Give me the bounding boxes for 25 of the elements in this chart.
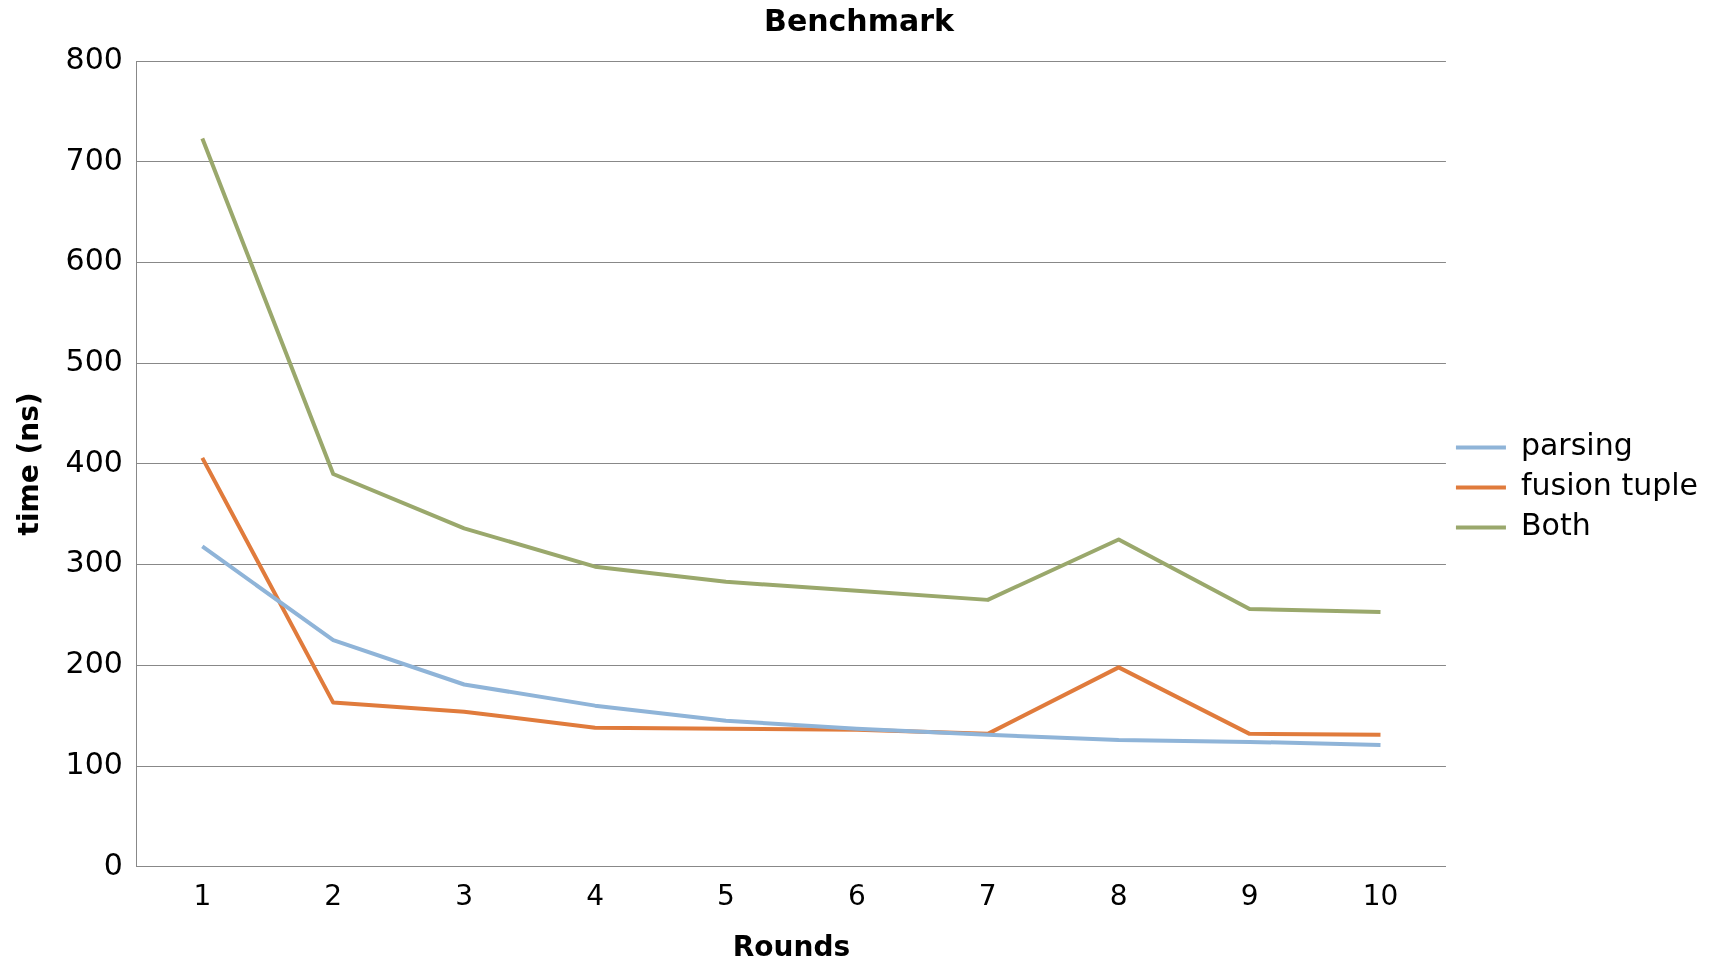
- y-tick-label: 0: [103, 846, 123, 882]
- x-tick-label: 7: [978, 878, 997, 912]
- x-tick-label: 10: [1362, 878, 1399, 912]
- y-tick-label: 500: [65, 342, 123, 378]
- y-tick-label: 100: [65, 745, 123, 781]
- y-tick-label: 300: [65, 544, 123, 580]
- legend-label: Both: [1520, 507, 1591, 543]
- y-tick-label: 700: [65, 141, 123, 177]
- y-tick-label: 800: [65, 40, 123, 76]
- y-tick-label: 200: [65, 645, 123, 681]
- y-axis-title: time (ns): [12, 392, 46, 536]
- y-tick-label: 600: [65, 242, 123, 278]
- legend-label: parsing: [1520, 427, 1633, 463]
- y-tick-label: 400: [65, 443, 123, 479]
- x-tick-label: 5: [717, 878, 735, 912]
- x-tick-label: 4: [586, 878, 604, 912]
- x-axis-title: Rounds: [732, 930, 851, 964]
- x-tick-label: 3: [455, 878, 474, 912]
- x-tick-label: 6: [847, 878, 866, 912]
- x-tick-label: 9: [1240, 878, 1259, 912]
- legend-label: fusion tuple: [1520, 467, 1699, 503]
- x-tick-label: 2: [324, 878, 343, 912]
- x-tick-label: 8: [1109, 878, 1128, 912]
- x-tick-label: 1: [193, 878, 212, 912]
- chart-title: Benchmark: [764, 2, 956, 38]
